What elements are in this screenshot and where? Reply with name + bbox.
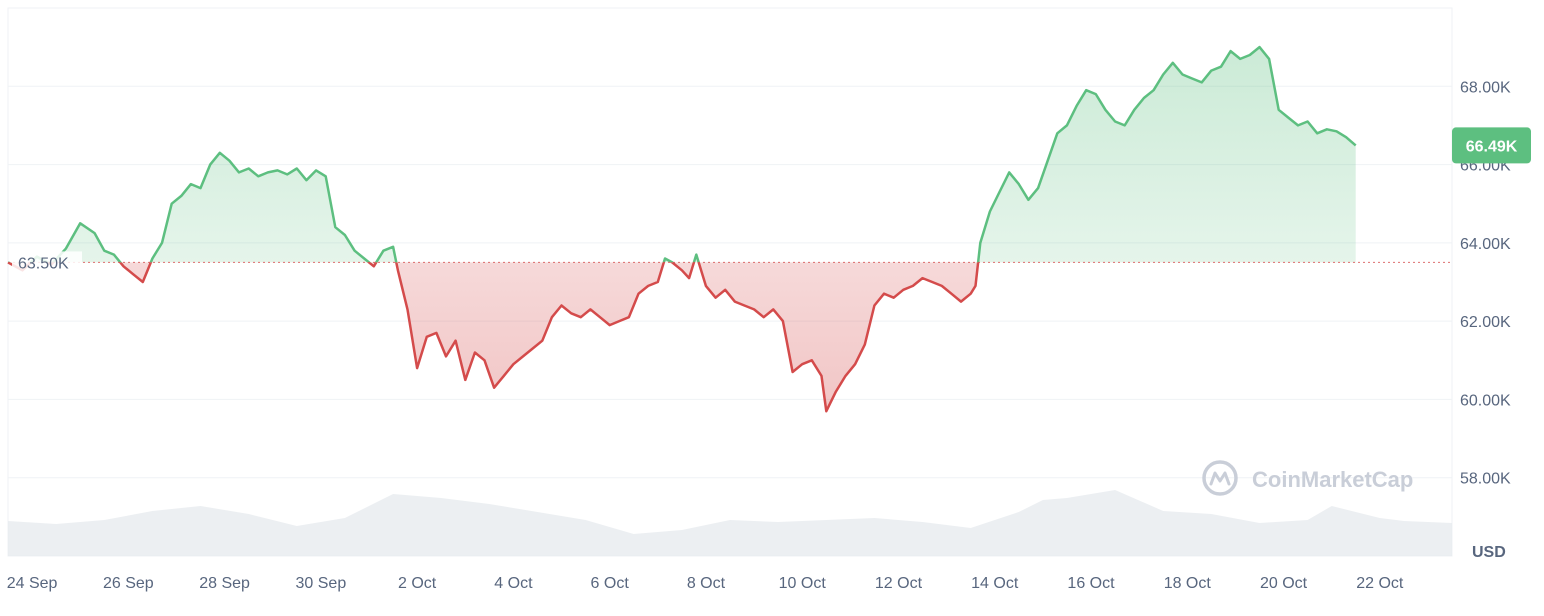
watermark: CoinMarketCap [1202,460,1413,496]
price-line [7,45,1357,413]
y-tick-label: 62.00K [1460,314,1511,331]
x-tick-label: 8 Oct [687,575,726,592]
baseline-label-bg [12,251,82,274]
x-tick-label: 14 Oct [971,575,1019,592]
x-tick-label: 24 Sep [7,575,58,592]
x-tick-label: 20 Oct [1260,575,1308,592]
x-tick-label: 22 Oct [1356,575,1404,592]
x-axis: 24 Sep 26 Sep 28 Sep 30 Sep 2 Oct 4 Oct 6 Oct 8… [7,575,1404,592]
area-below-baseline [8,262,1356,412]
x-tick-label: 18 Oct [1164,575,1212,592]
x-tick-label: 4 Oct [494,575,533,592]
watermark-text: CoinMarketCap [1252,467,1413,492]
last-price-badge [1452,127,1531,164]
y-axis: 58.00K60.00K62.00K64.00K66.00K68.00K66.4… [1452,79,1531,488]
baseline: 63.50K [8,251,1452,274]
baseline-label: 63.50K [18,255,69,272]
y-tick-label: 64.00K [1460,236,1511,253]
x-tick-label: 6 Oct [591,575,630,592]
y-tick-label: 60.00K [1460,392,1511,409]
x-tick-label: 2 Oct [398,575,437,592]
currency-label: USD [1472,544,1506,561]
volume-area [8,490,1452,556]
x-tick-label: 10 Oct [779,575,827,592]
x-tick-label: 26 Sep [103,575,154,592]
x-tick-label: 30 Sep [296,575,347,592]
y-tick-label: 68.00K [1460,79,1511,96]
price-line-up [7,45,1357,263]
volume-silhouette [8,490,1452,556]
last-price-label: 66.49K [1466,138,1518,155]
x-tick-label: 16 Oct [1067,575,1115,592]
price-area-fill [8,47,1356,412]
coinmarketcap-logo-icon [1202,460,1238,496]
x-tick-label: 12 Oct [875,575,923,592]
area-above-baseline [8,47,1356,263]
y-tick-label: 58.00K [1460,471,1511,488]
x-tick-label: 28 Sep [199,575,250,592]
